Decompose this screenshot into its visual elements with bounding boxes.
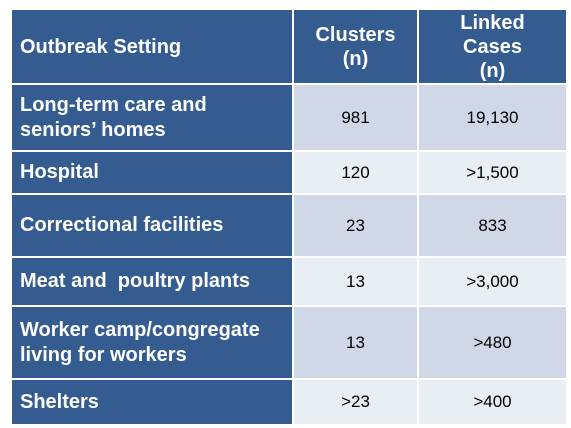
value-cell: 19,130 (417, 83, 568, 152)
value-cell: >1,500 (417, 150, 568, 195)
header-cell: Linked Cases (n) (417, 8, 568, 85)
table-body: Long-term care and seniors’ homes 981 19,1… (10, 83, 568, 426)
header-cell: Clusters (n) (292, 8, 419, 85)
table-row: Meat and poultry plants 13 >3,000 (10, 256, 568, 307)
value-cell: 23 (292, 193, 419, 258)
table-row: Shelters >23 >400 (10, 378, 568, 426)
table-row: Hospital 120 >1,500 (10, 150, 568, 195)
value-cell: 981 (292, 83, 419, 152)
header-row: Outbreak Setting Clusters (n) Linked Cas… (10, 8, 568, 85)
header-cell: Outbreak Setting (10, 8, 294, 85)
setting-cell: Correctional facilities (10, 193, 294, 258)
table-row: Worker camp/congregate living for worker… (10, 305, 568, 380)
table-row: Long-term care and seniors’ homes 981 19,1… (10, 83, 568, 152)
value-cell: >400 (417, 378, 568, 426)
setting-cell: Long-term care and seniors’ homes (10, 83, 294, 152)
value-cell: 120 (292, 150, 419, 195)
setting-cell: Hospital (10, 150, 294, 195)
table-row: Correctional facilities 23 833 (10, 193, 568, 258)
value-cell: 13 (292, 305, 419, 380)
setting-cell: Worker camp/congregate living for worker… (10, 305, 294, 380)
value-cell: 833 (417, 193, 568, 258)
value-cell: >23 (292, 378, 419, 426)
value-cell: 13 (292, 256, 419, 307)
outbreak-table: Outbreak Setting Clusters (n) Linked Cas… (10, 8, 568, 426)
value-cell: >480 (417, 305, 568, 380)
value-cell: >3,000 (417, 256, 568, 307)
setting-cell: Shelters (10, 378, 294, 426)
setting-cell: Meat and poultry plants (10, 256, 294, 307)
